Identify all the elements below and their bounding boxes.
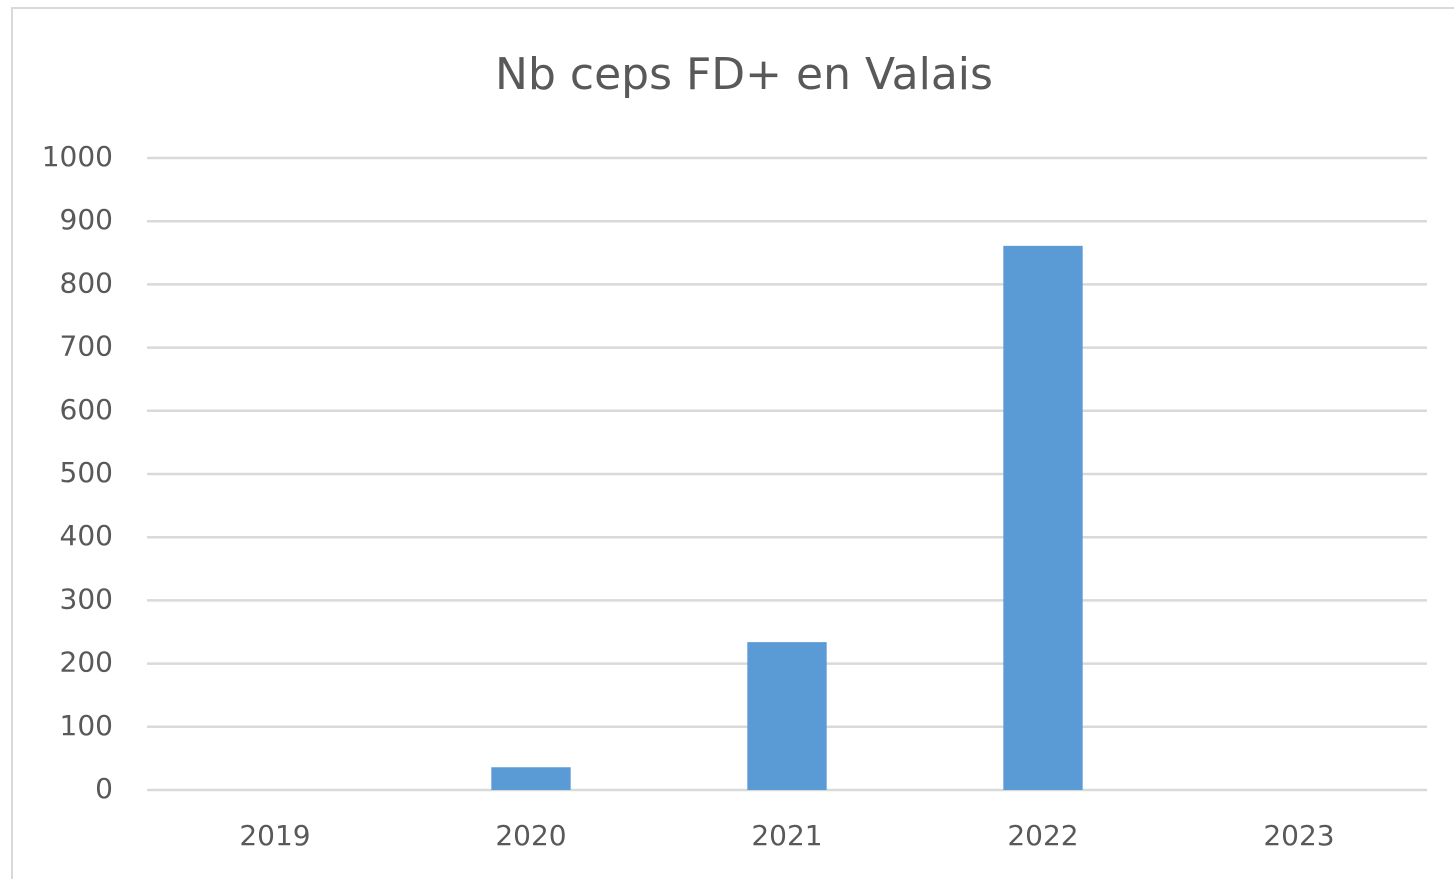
y-tick-label: 1000 xyxy=(42,140,113,173)
y-tick-label: 800 xyxy=(60,266,113,299)
y-tick-label: 600 xyxy=(60,393,113,426)
chart-frame xyxy=(11,7,1454,879)
chart-title: Nb ceps FD+ en Valais xyxy=(495,49,993,100)
bar xyxy=(1003,245,1083,790)
x-tick-label: 2022 xyxy=(1007,819,1078,852)
y-tick-label: 500 xyxy=(60,456,113,489)
bar xyxy=(747,642,827,790)
y-tick-label: 0 xyxy=(95,772,113,805)
x-tick-label: 2023 xyxy=(1263,819,1334,852)
y-tick-label: 300 xyxy=(60,582,113,615)
y-tick-label: 900 xyxy=(60,203,113,236)
x-tick-label: 2019 xyxy=(239,819,310,852)
bar xyxy=(491,767,571,790)
x-tick-label: 2020 xyxy=(495,819,566,852)
y-tick-label: 200 xyxy=(60,646,113,679)
y-tick-label: 400 xyxy=(60,519,113,552)
y-tick-label: 700 xyxy=(60,330,113,363)
x-tick-label: 2021 xyxy=(751,819,822,852)
y-tick-label: 100 xyxy=(60,709,113,742)
